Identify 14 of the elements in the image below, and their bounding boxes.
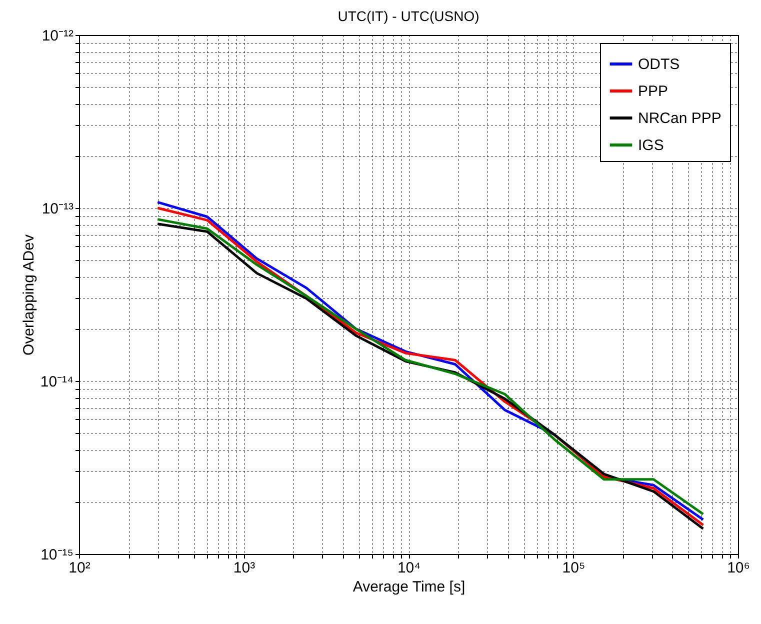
y-axis-title: Overlapping ADev xyxy=(20,234,38,356)
legend-label: NRCan PPP xyxy=(638,110,722,127)
x-tick-label: 10⁵ xyxy=(562,560,586,576)
y-tick-label: 10⁻¹² xyxy=(42,28,74,44)
chart-title: UTC(IT) - UTC(USNO) xyxy=(338,8,480,24)
legend-label: PPP xyxy=(638,83,668,100)
x-axis-title: Average Time [s] xyxy=(352,578,466,596)
y-tick-label: 10⁻¹³ xyxy=(42,200,74,218)
x-tick-label: 10⁴ xyxy=(397,560,421,576)
x-tick-label: 10⁶ xyxy=(727,560,750,576)
legend-label: ODTS xyxy=(638,56,680,73)
y-tick-label: 10⁻¹⁴ xyxy=(40,374,74,390)
x-tick-label: 10³ xyxy=(233,560,256,576)
legend-label: IGS xyxy=(638,137,664,154)
